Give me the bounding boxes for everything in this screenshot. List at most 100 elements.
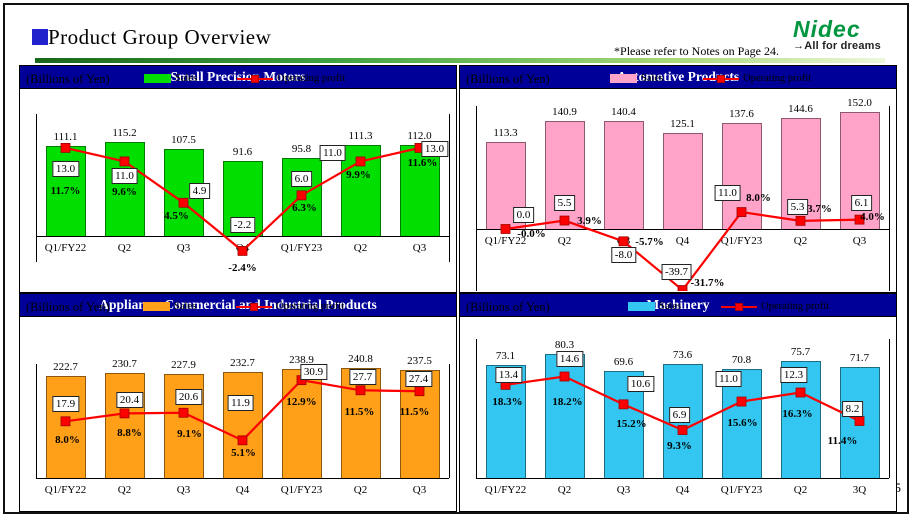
- profit-ratio-label: 4.0%: [860, 210, 885, 223]
- x-axis-label: Q3: [176, 242, 191, 254]
- x-axis-label: Q3: [412, 242, 427, 254]
- x-axis-label: Q3: [852, 235, 867, 247]
- x-axis-label: Q4: [675, 484, 690, 496]
- operating-profit-line: [500, 207, 865, 291]
- sales-value-label: 237.5: [407, 354, 432, 367]
- profit-marker: [618, 236, 629, 247]
- profit-value-box: 6.9: [668, 407, 691, 424]
- y-axis-left: [476, 339, 478, 478]
- profit-ratio-label: 16.3%: [782, 407, 813, 420]
- x-axis-label: Q2: [353, 484, 368, 496]
- profit-value-box: 12.3: [779, 366, 808, 383]
- profit-marker: [237, 435, 248, 446]
- sales-legend-swatch: [143, 302, 170, 311]
- x-axis-zero-line: [36, 478, 449, 480]
- profit-marker: [795, 387, 806, 398]
- x-axis-label: Q1/FY22: [484, 484, 527, 496]
- profit-legend-line-icon: [721, 302, 758, 311]
- profit-ratio-label: 9.3%: [667, 440, 692, 453]
- chart-plot-area: 73.1 Q1/FY22 80.3 Q2 69.6 Q3 73.6 Q4 70.8 Q1/FY23…: [462, 320, 894, 509]
- profit-ratio-label: 6.3%: [292, 202, 317, 215]
- profit-ratio-label: 11.6%: [407, 156, 438, 169]
- profit-ratio-label: -5.7%: [635, 236, 664, 249]
- profit-value-box: 4.9: [188, 182, 211, 199]
- sales-value-label: 115.2: [112, 127, 137, 140]
- profit-ratio-label: 9.6%: [112, 186, 137, 199]
- panel-title: Automotive Products: [460, 66, 896, 89]
- profit-value-box: 17.9: [51, 396, 80, 413]
- profit-value-box: 11.0: [111, 168, 138, 185]
- profit-value-box: 0.0: [512, 207, 535, 223]
- chart-legend: Sales Operating profit: [143, 301, 344, 312]
- sales-value-label: 91.6: [232, 146, 253, 159]
- panel-appliance-commercial-industrial: Appliance, Commercial and Industrial Pro…: [19, 293, 457, 512]
- sales-value-label: 111.1: [53, 130, 78, 143]
- sales-legend-label: Sales: [174, 301, 197, 312]
- sales-bar: [544, 120, 585, 229]
- sales-value-label: 227.9: [171, 359, 196, 372]
- profit-value-box: 11.9: [227, 395, 254, 412]
- sales-legend-swatch: [610, 74, 637, 83]
- profit-marker: [178, 197, 189, 208]
- nidec-logo-text: Nidec: [793, 16, 861, 42]
- x-axis-label: Q2: [793, 235, 808, 247]
- x-axis-label: Q3: [616, 484, 631, 496]
- sales-legend-swatch: [144, 74, 171, 83]
- x-axis-label: Q1/FY23: [720, 235, 763, 247]
- profit-value-box: 11.0: [319, 145, 346, 162]
- x-axis-label: Q1/FY23: [720, 484, 763, 496]
- x-axis-label: Q3: [412, 484, 427, 496]
- profit-value-box: 8.2: [841, 401, 864, 417]
- profit-marker: [854, 214, 865, 225]
- sales-value-label: 140.4: [611, 106, 636, 119]
- x-axis-label: Q1/FY22: [484, 235, 527, 247]
- profit-marker: [355, 385, 366, 396]
- sales-value-label: 240.8: [348, 353, 373, 366]
- sales-value-label: 73.6: [672, 349, 693, 362]
- sales-value-label: 137.6: [729, 108, 754, 121]
- profit-value-box: 20.4: [115, 392, 144, 409]
- profit-value-box: 6.1: [850, 194, 873, 211]
- profit-ratio-label: 8.0%: [746, 192, 771, 205]
- profit-marker: [559, 215, 570, 226]
- title-divider-bar: [35, 58, 885, 63]
- sales-bar: [281, 369, 322, 478]
- sales-bar: [45, 376, 86, 478]
- profit-marker: [677, 285, 688, 291]
- y-axis-right: [449, 114, 451, 262]
- profit-ratio-label: 18.3%: [492, 395, 523, 408]
- chart-legend: Sales Operating profit: [610, 73, 811, 84]
- profit-ratio-label: 8.0%: [55, 434, 80, 447]
- profit-ratio-label: -2.4%: [228, 261, 257, 274]
- profit-value-box: 5.3: [786, 198, 809, 215]
- x-axis-label: Q2: [117, 484, 132, 496]
- sales-bar: [104, 372, 145, 478]
- profit-ratio-label: 9.9%: [346, 169, 371, 182]
- profit-marker: [119, 156, 130, 167]
- x-axis-label: Q4: [675, 235, 690, 247]
- page-title: Product Group Overview: [48, 25, 272, 49]
- profit-marker: [414, 386, 425, 397]
- x-axis-label: Q2: [793, 484, 808, 496]
- operating-profit-line: [60, 142, 425, 256]
- profit-legend-line-icon: [237, 74, 274, 83]
- panel-title: Machinery: [460, 294, 896, 317]
- sales-value-label: 230.7: [112, 357, 137, 370]
- profit-marker: [178, 407, 189, 418]
- nidec-logo-tagline: →All for dreams: [793, 40, 881, 52]
- sales-bar: [721, 368, 762, 478]
- sales-value-label: 69.6: [613, 355, 634, 368]
- panel-machinery: Machinery (Billions of Yen) Sales Operat…: [459, 293, 897, 512]
- profit-legend-line-icon: [236, 302, 273, 311]
- profit-ratio-label: 15.6%: [727, 416, 758, 429]
- profit-legend-label: Operating profit: [276, 301, 345, 312]
- y-axis-right: [889, 339, 891, 478]
- profit-marker: [296, 190, 307, 201]
- operating-profit-line: [500, 371, 865, 435]
- profit-marker: [559, 371, 570, 382]
- profit-value-box: 5.5: [553, 194, 576, 211]
- unit-label: (Billions of Yen): [26, 72, 110, 86]
- profit-ratio-label: 12.9%: [286, 396, 317, 409]
- sales-value-label: 144.6: [788, 102, 813, 115]
- profit-value-box: 13.4: [494, 366, 523, 383]
